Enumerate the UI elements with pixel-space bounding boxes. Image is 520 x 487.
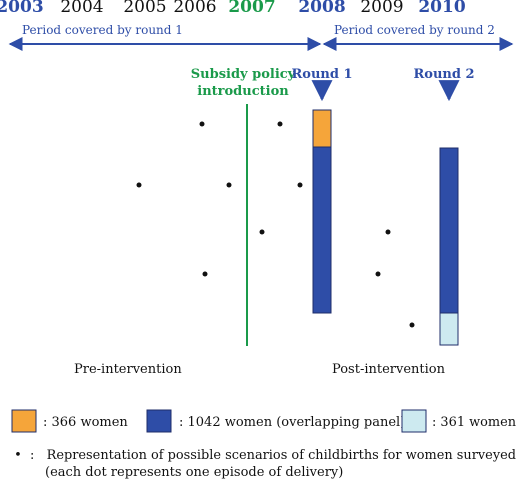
year-2003: 2003 — [0, 0, 44, 17]
year-2004: 2004 — [60, 0, 103, 17]
round1-label: Round 1 — [291, 67, 352, 82]
legend-swatch-orange — [11, 409, 37, 433]
policy-label-line2: introduction — [197, 84, 289, 99]
round2-label: Round 2 — [413, 67, 474, 82]
childbirth-dot — [385, 229, 391, 235]
legend-label-darkblue: : 1042 women (overlapping panel) — [179, 415, 405, 430]
legend-dot-marker: • — [14, 448, 22, 463]
childbirth-dot — [297, 182, 303, 188]
period-round1-label: Period covered by round 1 — [22, 23, 183, 37]
childbirth-dot — [226, 182, 232, 188]
round1-bar-darkblue-segment — [312, 146, 332, 314]
childbirth-dot — [375, 271, 381, 277]
policy-label-line1: Subsidy policy — [191, 67, 296, 82]
year-2010: 2010 — [418, 0, 465, 17]
year-2009: 2009 — [360, 0, 403, 17]
year-2008: 2008 — [298, 0, 345, 17]
childbirth-dot — [259, 229, 265, 235]
legend-label-lightblue: : 361 women — [432, 415, 517, 430]
round2-bar-darkblue-segment — [439, 147, 459, 314]
round2-bar — [439, 147, 459, 346]
legend-dot-line2: (each dot represents one episode of deli… — [45, 465, 343, 480]
round1-bar-orange-segment — [312, 109, 332, 148]
year-row: 2003 2004 2005 2006 2007 2008 2009 2010 — [0, 0, 466, 17]
post-intervention-label: Post-intervention — [332, 362, 446, 377]
year-2007: 2007 — [228, 0, 275, 17]
childbirth-dot — [199, 121, 205, 127]
childbirth-dot — [409, 322, 415, 328]
childbirth-dots — [136, 121, 415, 328]
childbirth-dot — [277, 121, 283, 127]
legend-swatch-darkblue — [146, 409, 172, 433]
childbirth-dot — [202, 271, 208, 277]
round2-bar-lightblue-segment — [439, 312, 459, 346]
pre-intervention-label: Pre-intervention — [74, 362, 182, 377]
year-2006: 2006 — [173, 0, 216, 17]
childbirth-dot — [136, 182, 142, 188]
legend-label-orange: : 366 women — [43, 415, 128, 430]
legend-dot-line1: : Representation of possible scenarios o… — [30, 448, 516, 463]
legend-swatch-lightblue — [401, 409, 427, 433]
year-2005: 2005 — [123, 0, 166, 17]
round1-bar — [312, 109, 332, 314]
period-round2-label: Period covered by round 2 — [334, 23, 495, 37]
legend: : 366 women : 1042 women (overlapping pa… — [11, 409, 517, 480]
